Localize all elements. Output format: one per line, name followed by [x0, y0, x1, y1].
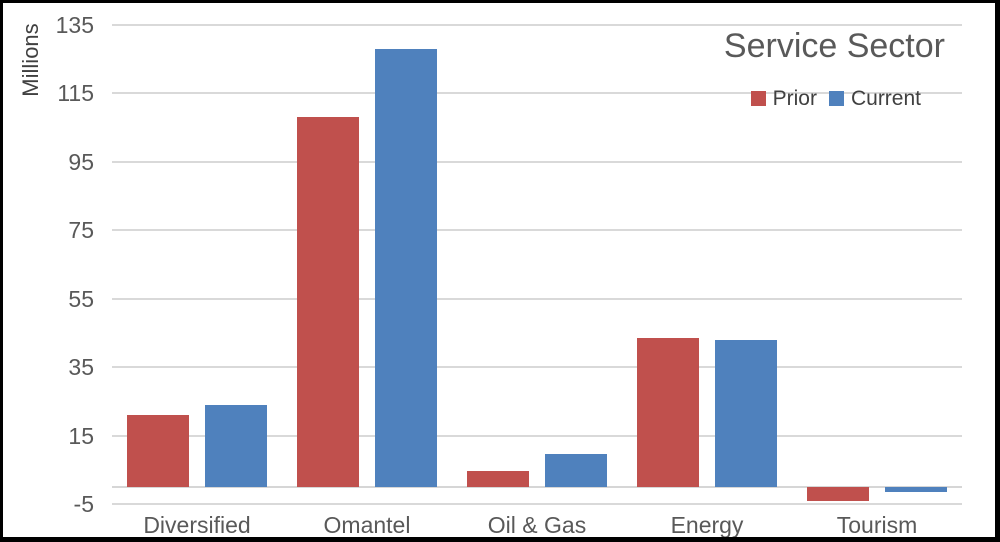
gridline-y-75: [112, 229, 962, 232]
gridline-y-115: [112, 92, 962, 95]
y-tick-label--5: -5: [73, 491, 94, 517]
legend: Prior Current: [750, 87, 921, 110]
prior-swatch-icon: [750, 91, 766, 106]
legend-label-prior: Prior: [772, 87, 817, 110]
y-tick-label-35: 35: [68, 354, 94, 381]
y-tick-label-15: 15: [68, 422, 94, 449]
x-axis-line: [112, 485, 962, 488]
bar-current-1: [375, 48, 437, 487]
chart-title: Service Sector: [723, 27, 945, 65]
x-category-label: Tourism: [836, 512, 918, 538]
bar-prior-3: [637, 338, 699, 487]
x-category-label: Energy: [670, 512, 744, 538]
legend-label-current: Current: [850, 87, 921, 110]
x-category-label: Oil & Gas: [487, 512, 587, 538]
bar-prior-0: [127, 415, 189, 487]
x-category-label: Omantel: [323, 512, 411, 538]
bar-current-4: [885, 486, 947, 493]
y-tick-label-55: 55: [68, 285, 94, 312]
gridline-y-35: [112, 366, 962, 369]
y-tick-label-95: 95: [68, 148, 94, 175]
legend-item-prior: Prior: [750, 87, 817, 110]
gridline-y-55: [112, 297, 962, 300]
bar-prior-4: [807, 486, 869, 501]
bar-current-3: [715, 339, 777, 487]
y-tick-label-135: 135: [55, 12, 94, 38]
gridline-y-135: [112, 24, 962, 26]
current-swatch-icon: [828, 91, 844, 106]
bar-prior-2: [467, 471, 529, 487]
bar-current-0: [205, 404, 267, 487]
gridline-y-95: [112, 160, 962, 163]
bar-prior-1: [297, 117, 359, 487]
y-tick-label-75: 75: [68, 217, 94, 244]
legend-item-current: Current: [828, 87, 921, 110]
gridline-y-15: [112, 434, 962, 437]
x-category-label: Diversified: [143, 512, 251, 538]
y-tick-label-115: 115: [57, 80, 94, 107]
bar-current-2: [545, 454, 607, 487]
gridline-y--5: [112, 503, 962, 505]
